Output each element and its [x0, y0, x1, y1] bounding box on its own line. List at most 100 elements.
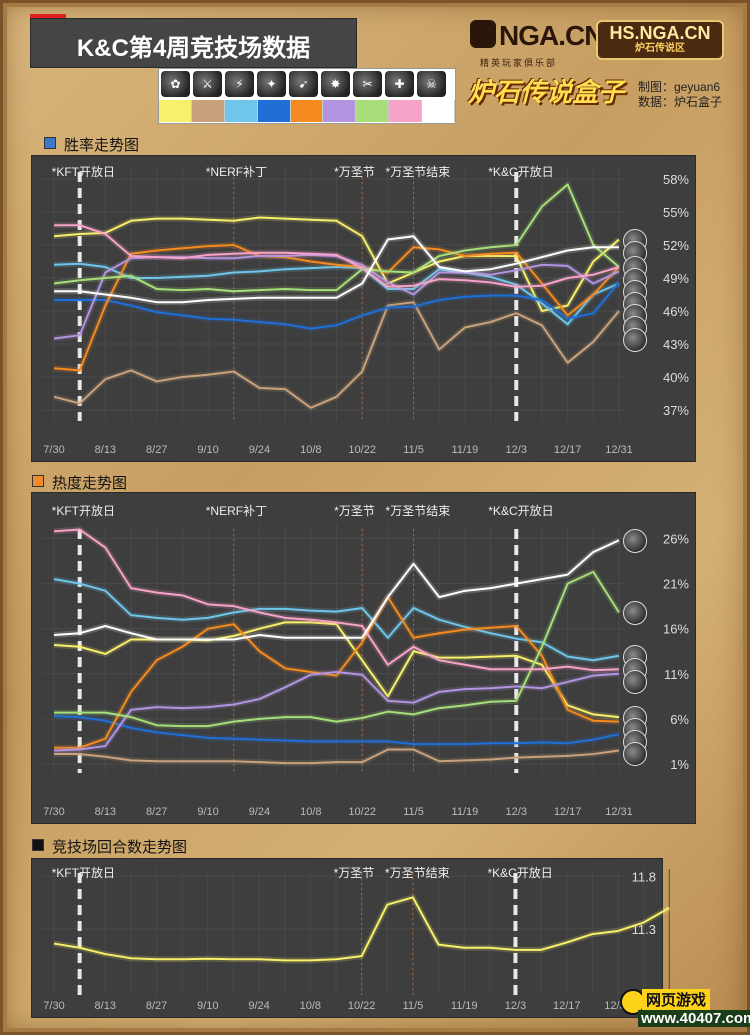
paladin-icon: ✦	[257, 71, 286, 97]
event-label: *万圣节结束	[385, 866, 450, 880]
series-line-priest	[54, 224, 620, 288]
winrate-section-title: 胜率走势图	[44, 134, 139, 155]
warlock-icon: ☠	[417, 71, 446, 97]
x-tick-label: 10/22	[348, 1000, 376, 1012]
x-tick-label: 9/10	[197, 806, 218, 818]
page-title: K&C第4周竞技场数据	[76, 35, 311, 62]
legend-icons: ✿ ⚔ ⚡ ✦ ➹ ✸ ✂ ✚ ☠	[159, 69, 455, 99]
x-tick-label: 8/13	[95, 1000, 116, 1012]
event-label: *K&C开放日	[487, 865, 552, 880]
site-40407-logo: 网页游戏 www.40407.com	[620, 985, 750, 1029]
x-tick-label: 11/5	[403, 444, 424, 456]
x-tick-label: 9/24	[249, 444, 270, 456]
popularity-marker	[32, 475, 44, 487]
x-tick-label: 7/30	[43, 1000, 64, 1012]
hunter-icon: ➹	[289, 71, 318, 97]
winrate-chart: 58% 55% 52% 49% 46% 43% 40% 37% 7/30 8/13 8/27 9/10…	[31, 155, 696, 462]
legend-swatch	[257, 100, 291, 122]
x-tick-label: 12/3	[506, 806, 527, 818]
priest-icon: ✚	[385, 71, 414, 97]
x-tick-label: 12/3	[505, 1000, 526, 1012]
x-tick-label: 10/8	[300, 444, 321, 456]
popularity-title-text: 热度走势图	[52, 475, 128, 492]
legend-colors	[159, 99, 456, 123]
x-tick-label: 8/13	[95, 806, 116, 818]
warrior-hero-icon	[623, 328, 647, 352]
series-line-druid	[53, 621, 620, 719]
event-label: *NERF补丁	[206, 165, 267, 179]
popularity-section-title: 热度走势图	[32, 472, 127, 493]
x-tick-label: 9/24	[248, 1000, 269, 1012]
series-line-paladin	[53, 715, 620, 746]
class-legend: ✿ ⚔ ⚡ ✦ ➹ ✸ ✂ ✚ ☠	[158, 68, 456, 124]
x-tick-label: 10/22	[348, 444, 376, 456]
turns-title-text: 竞技场回合数走势图	[52, 839, 188, 856]
x-tick-label: 9/10	[197, 444, 218, 456]
x-tick-label: 11/5	[403, 806, 424, 818]
series-line-priest	[53, 528, 620, 672]
x-tick-label: 10/8	[300, 1000, 321, 1012]
x-tick-label: 11/5	[403, 1000, 424, 1012]
series-line-mage	[53, 670, 620, 752]
series-line-rogue	[53, 183, 620, 293]
chart-svg: 11.8 11.3 7/30 8/13 8/27 9/10 9/24 10/8 10/22 11/…	[42, 865, 671, 1012]
warrior-hero-icon	[623, 742, 647, 767]
event-label: *万圣节	[334, 165, 375, 179]
event-label: *万圣节	[334, 504, 375, 518]
nga-logo-text: NGA.CN	[499, 20, 604, 51]
event-label: *KFT开放日	[52, 865, 115, 880]
legend-swatch	[224, 100, 258, 122]
series-line-warlock	[54, 235, 619, 304]
x-tick-label: 9/10	[197, 1000, 218, 1012]
x-tick-label: 8/27	[146, 806, 167, 818]
legend-swatch	[389, 100, 423, 122]
mage-hero-icon	[623, 670, 647, 695]
x-tick-label: 10/8	[300, 806, 321, 818]
series-line-paladin	[54, 281, 620, 330]
y-tick-label: 16%	[663, 622, 689, 637]
series-line-warrior	[54, 748, 620, 765]
y-tick-label: 52%	[663, 238, 689, 253]
chart-svg: 58% 55% 52% 49% 46% 43% 40% 37% 7/30 8/13 8/27 9/10…	[42, 164, 689, 456]
y-tick-label: 11.8	[632, 869, 656, 884]
y-tick-label: 58%	[663, 172, 689, 187]
y-tick-label: 21%	[663, 577, 689, 592]
series-line-warlock	[53, 539, 620, 641]
legend-swatch	[290, 100, 324, 122]
y-tick-label: 55%	[663, 205, 689, 220]
nga-logo: NGA.CN	[470, 20, 604, 52]
rogue-hero-icon	[623, 601, 647, 626]
winrate-title-text: 胜率走势图	[64, 137, 140, 154]
turns-marker	[32, 839, 44, 851]
x-tick-label: 11/19	[452, 444, 479, 456]
shaman-icon: ⚡	[225, 71, 254, 97]
hs-logo-subtitle: 炉石传说区	[635, 43, 685, 54]
credits: 制图：geyuan6 数据：炉石盒子	[638, 80, 722, 110]
warlock-hero-icon	[623, 529, 647, 554]
turns-section-title: 竞技场回合数走势图	[32, 836, 187, 857]
paw-icon	[470, 20, 496, 48]
title-banner: K&C第4周竞技场数据	[30, 18, 357, 68]
series-line-hunter	[54, 596, 620, 749]
x-tick-label: 12/17	[554, 444, 582, 456]
x-tick-label: 8/13	[95, 444, 116, 456]
hs-nga-logo: HS.NGA.CN 炉石传说区	[596, 20, 724, 60]
footer-logo-line1: 网页游戏	[642, 989, 711, 1010]
event-label: *万圣节结束	[386, 165, 451, 179]
hearthstone-box-logo: 炉石传说盒子	[468, 77, 625, 107]
x-tick-label: 12/31	[605, 444, 633, 456]
x-tick-label: 12/31	[605, 806, 633, 818]
druid-icon: ✿	[161, 71, 190, 97]
event-label: *KFT开放日	[52, 503, 115, 518]
y-tick-label: 49%	[663, 271, 689, 286]
winrate-marker	[44, 137, 56, 149]
x-tick-label: 8/27	[146, 1000, 167, 1012]
legend-swatch	[422, 100, 456, 122]
popularity-chart: 26% 21% 16% 11% 6% 1% 7/30 8/13 8/27 9/10 9/24 10/8…	[31, 492, 696, 824]
x-tick-label: 10/22	[348, 806, 376, 818]
x-tick-label: 8/27	[146, 444, 167, 456]
y-tick-label: 11%	[664, 667, 689, 682]
nga-logo-subtitle: 精英玩家俱乐部	[480, 58, 558, 68]
credit-maker: 制图：geyuan6	[638, 80, 721, 94]
x-tick-label: 12/17	[553, 1000, 581, 1012]
